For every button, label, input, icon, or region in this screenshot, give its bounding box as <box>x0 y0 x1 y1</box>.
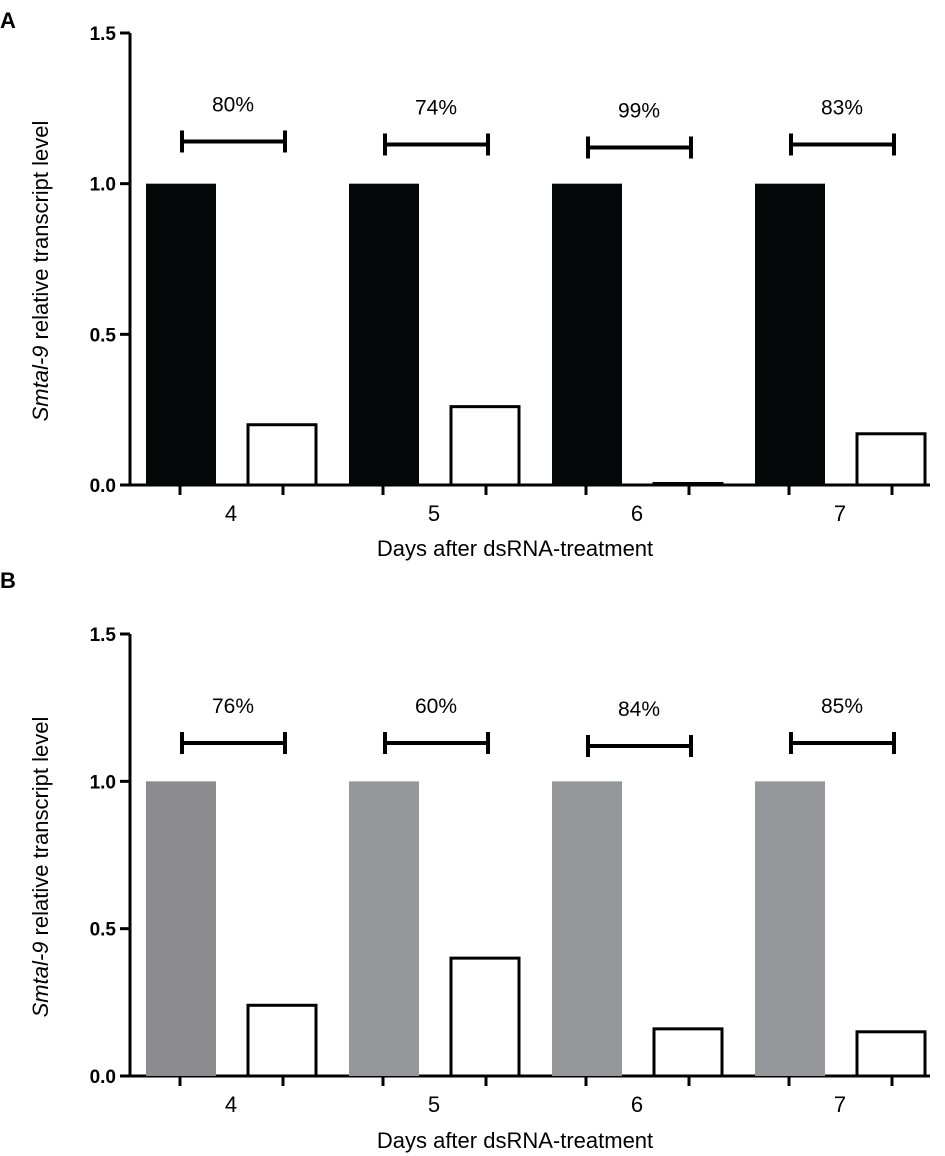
reduction-percent-label: 84% <box>618 698 660 721</box>
panel-letter: B <box>0 568 16 593</box>
reduction-percent-label: 85% <box>821 695 863 718</box>
y-tick-label: 1.5 <box>90 24 117 45</box>
bar-control <box>146 183 216 485</box>
reduction-bracket <box>586 136 693 159</box>
x-tick-label: 6 <box>631 1092 643 1117</box>
bar-control <box>146 781 216 1076</box>
y-tick-label: 0.0 <box>90 1067 116 1088</box>
x-tick-label: 7 <box>834 501 846 526</box>
reduction-percent-label: 80% <box>212 93 254 116</box>
y-tick-label: 1.5 <box>90 625 117 646</box>
bar-treated <box>449 956 521 1078</box>
panel-letter: A <box>0 8 16 33</box>
y-tick-label: 0.5 <box>90 325 117 346</box>
bar-control <box>552 183 622 485</box>
x-tick-label: 4 <box>225 501 237 526</box>
x-tick-label: 7 <box>834 1092 846 1117</box>
reduction-percent-label: 83% <box>821 96 863 119</box>
reduction-bracket <box>789 133 896 156</box>
reduction-bracket <box>180 732 287 755</box>
reduction-bracket <box>180 130 287 153</box>
y-tick-label: 1.0 <box>90 175 116 196</box>
bar-treated <box>855 1030 927 1078</box>
bar-treated <box>246 423 318 487</box>
reduction-percent-label: 74% <box>415 96 457 119</box>
reduction-percent-label: 99% <box>618 100 660 123</box>
bar-treated <box>855 432 927 487</box>
y-tick-label: 0.0 <box>90 476 116 497</box>
bar-treated <box>246 1003 318 1078</box>
reduction-bracket <box>383 133 490 156</box>
bar-treated <box>652 1027 724 1078</box>
y-tick-label: 1.0 <box>90 772 116 793</box>
reduction-bracket <box>383 732 490 755</box>
bar-control <box>755 183 825 485</box>
x-tick-label: 6 <box>631 501 643 526</box>
panel-a: A 0.0 0.5 1.0 1.5 4 80% 5 74% 6 99% 7 83% Days after … <box>0 8 930 561</box>
x-axis-title: Days after dsRNA-treatment <box>377 1128 653 1153</box>
bar-control <box>349 183 419 485</box>
bar-treated <box>449 405 521 487</box>
reduction-percent-label: 76% <box>212 695 254 718</box>
bar-control <box>755 781 825 1076</box>
bar-control <box>552 781 622 1076</box>
x-tick-label: 5 <box>428 501 440 526</box>
reduction-bracket <box>586 734 693 757</box>
x-tick-label: 4 <box>225 1092 237 1117</box>
y-axis-title: Smtal-9 relative transcript level <box>28 717 53 1018</box>
x-tick-label: 5 <box>428 1092 440 1117</box>
y-axis-title: Smtal-9 relative transcript level <box>28 121 53 422</box>
bar-control <box>349 781 419 1076</box>
x-axis-title: Days after dsRNA-treatment <box>377 536 653 561</box>
reduction-bracket <box>789 732 896 755</box>
bar-treated <box>652 481 724 487</box>
panel-b: B 0.0 0.5 1.0 1.5 4 76% 5 60% 6 84% 7 85% Days after … <box>0 568 930 1153</box>
y-tick-label: 0.5 <box>90 920 117 941</box>
reduction-percent-label: 60% <box>415 695 457 718</box>
